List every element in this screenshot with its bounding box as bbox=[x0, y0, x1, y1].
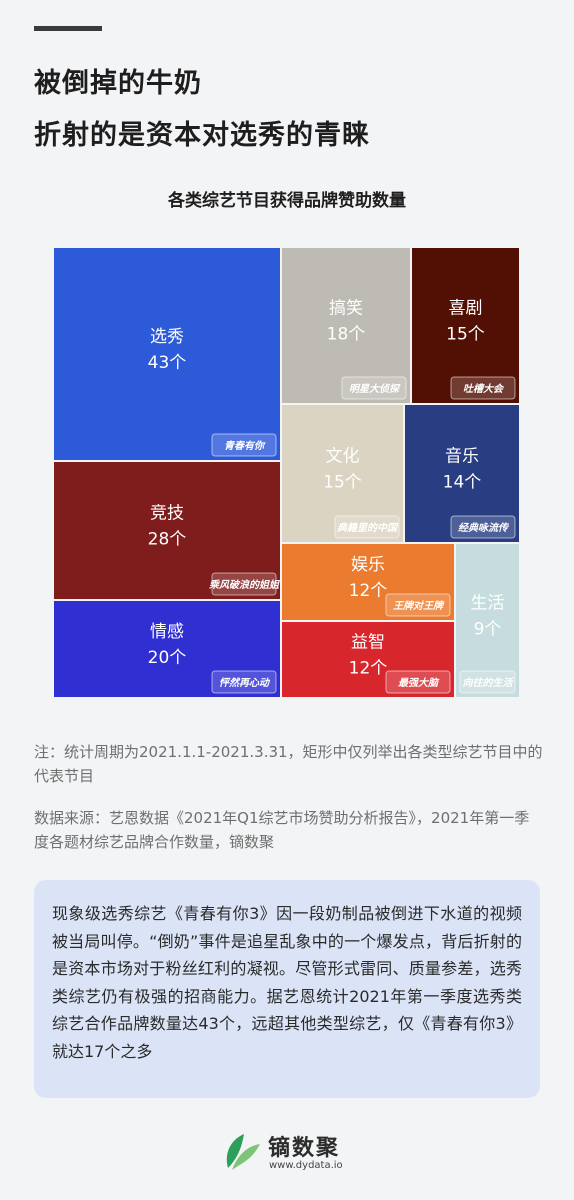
category-label: 文化 bbox=[326, 447, 360, 467]
brand-url: www.dydata.io bbox=[269, 1160, 343, 1171]
headline-line-2: 折射的是资本对选秀的青睐 bbox=[34, 120, 370, 151]
svg-text:王牌对王牌: 王牌对王牌 bbox=[393, 600, 445, 612]
show-logo-badge: 怦然再心动 bbox=[211, 670, 277, 694]
svg-text:乘风破浪的姐姐: 乘风破浪的姐姐 bbox=[209, 579, 280, 591]
brand-footer: 镝数聚 www.dydata.io bbox=[222, 1130, 362, 1178]
show-logo-badge: 向往的生活 bbox=[459, 670, 516, 694]
treemap-rect bbox=[282, 622, 454, 697]
treemap-rect bbox=[54, 462, 280, 599]
treemap-rect bbox=[405, 405, 519, 542]
value-label: 15个 bbox=[323, 473, 362, 493]
headline: 被倒掉的牛奶 折射的是资本对选秀的青睐 bbox=[34, 58, 370, 162]
show-logo-badge: 吐槽大会 bbox=[450, 376, 516, 400]
svg-text:经典咏流传: 经典咏流传 bbox=[458, 522, 510, 534]
note-period: 注：统计周期为2021.1.1-2021.3.31，矩形中仅列举出各类型综艺节目… bbox=[34, 743, 543, 785]
show-logo-badge: 典籍里的中国 bbox=[334, 515, 400, 539]
svg-text:青春有你: 青春有你 bbox=[224, 440, 266, 452]
category-label: 喜剧 bbox=[449, 299, 483, 319]
leaf-logo-icon bbox=[226, 1134, 260, 1170]
chart-title: 各类综艺节目获得品牌赞助数量 bbox=[168, 191, 406, 211]
svg-text:怦然再心动: 怦然再心动 bbox=[219, 677, 271, 689]
headline-line-1: 被倒掉的牛奶 bbox=[34, 68, 202, 99]
svg-text:向往的生活: 向往的生活 bbox=[463, 677, 515, 689]
value-label: 14个 bbox=[443, 473, 482, 493]
value-label: 12个 bbox=[349, 581, 388, 601]
category-label: 生活 bbox=[471, 594, 505, 614]
category-label: 娱乐 bbox=[351, 555, 385, 575]
treemap-rect bbox=[54, 601, 280, 697]
show-logo-badge: 青春有你 bbox=[211, 433, 277, 457]
category-label: 情感 bbox=[150, 622, 184, 642]
value-label: 12个 bbox=[349, 659, 388, 679]
header-accent-bar bbox=[34, 26, 102, 31]
show-logo-badge: 王牌对王牌 bbox=[385, 593, 451, 617]
treemap-rect bbox=[456, 544, 519, 697]
svg-text:典籍里的中国: 典籍里的中国 bbox=[337, 522, 399, 534]
brand-name: 镝数聚 bbox=[268, 1136, 341, 1161]
value-label: 43个 bbox=[148, 353, 187, 373]
treemap-rect bbox=[282, 248, 410, 403]
value-label: 9个 bbox=[474, 620, 502, 640]
treemap-rect bbox=[282, 544, 454, 620]
category-label: 竞技 bbox=[150, 504, 184, 524]
treemap-rect bbox=[412, 248, 519, 403]
summary-box: 现象级选秀综艺《青春有你3》因一段奶制品被倒进下水道的视频被当局叫停。“倒奶”事… bbox=[34, 880, 540, 1098]
category-label: 益智 bbox=[351, 633, 385, 653]
value-label: 20个 bbox=[148, 648, 187, 668]
value-label: 28个 bbox=[148, 530, 187, 550]
category-label: 搞笑 bbox=[329, 299, 363, 319]
show-logo-badge: 乘风破浪的姐姐 bbox=[209, 572, 280, 596]
treemap-rect bbox=[282, 405, 403, 542]
svg-text:最强大脑: 最强大脑 bbox=[398, 677, 440, 689]
note-source: 数据来源：艺恩数据《2021年Q1综艺市场赞助分析报告》，2021年第一季度各题… bbox=[34, 809, 530, 851]
show-logo-badge: 最强大脑 bbox=[385, 670, 451, 694]
treemap-rect bbox=[54, 248, 280, 460]
svg-text:吐槽大会: 吐槽大会 bbox=[463, 383, 505, 395]
summary-text: 现象级选秀综艺《青春有你3》因一段奶制品被倒进下水道的视频被当局叫停。“倒奶”事… bbox=[52, 904, 522, 1061]
value-label: 18个 bbox=[327, 325, 366, 345]
svg-text:明星大侦探: 明星大侦探 bbox=[349, 383, 401, 395]
category-label: 音乐 bbox=[445, 447, 479, 467]
category-label: 选秀 bbox=[150, 327, 184, 347]
show-logo-badge: 明星大侦探 bbox=[341, 376, 407, 400]
value-label: 15个 bbox=[446, 325, 485, 345]
show-logo-badge: 经典咏流传 bbox=[450, 515, 516, 539]
